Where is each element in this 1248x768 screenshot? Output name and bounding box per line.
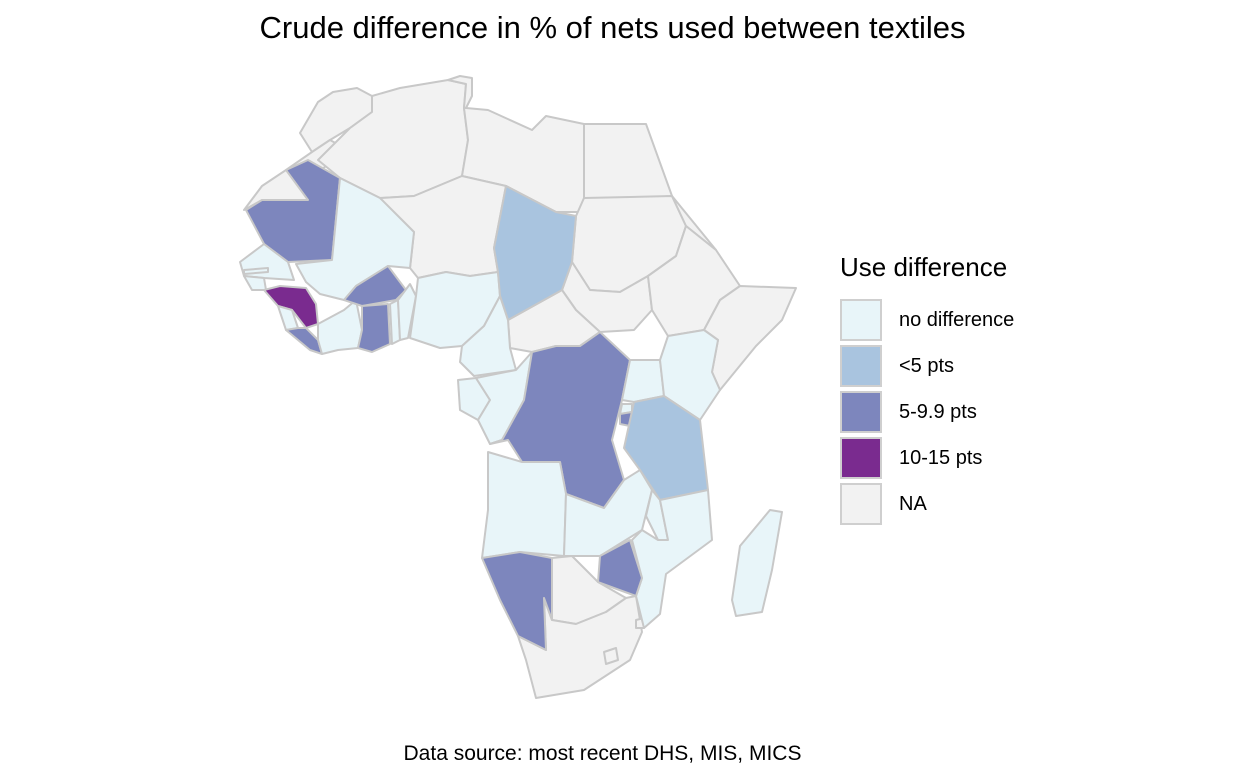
legend-label: 5-9.9 pts <box>899 400 977 423</box>
legend-item-no-difference: no difference <box>840 297 1014 343</box>
country-south-africa <box>517 595 643 699</box>
legend-item-5-9: 5-9.9 pts <box>840 389 1014 435</box>
legend-label: NA <box>899 492 927 515</box>
country-guinea-bissau <box>243 275 267 291</box>
map-title: Crude difference in % of nets used betwe… <box>259 10 966 45</box>
country-tunisia <box>447 75 473 109</box>
legend-swatch <box>840 391 882 433</box>
country-libya <box>461 107 585 213</box>
legend-item-lt5: <5 pts <box>840 343 1014 389</box>
country-gambia <box>243 267 269 275</box>
country-egypt <box>583 123 673 199</box>
legend-swatch <box>840 299 882 341</box>
country-lesotho <box>603 647 619 665</box>
legend: Use difference no difference <5 pts 5-9.… <box>840 252 1014 527</box>
legend-item-10-15: 10-15 pts <box>840 435 1014 481</box>
country-cote-divoire <box>317 299 363 355</box>
legend-title: Use difference <box>840 252 1008 282</box>
legend-label: <5 pts <box>899 354 955 377</box>
country-uganda <box>621 359 665 403</box>
legend-swatch <box>840 437 882 479</box>
country-angola <box>481 451 567 559</box>
country-namibia <box>481 551 553 651</box>
country-zimbabwe <box>597 539 643 597</box>
country-madagascar <box>731 509 783 617</box>
legend-swatch <box>840 483 882 525</box>
country-chad <box>493 185 577 321</box>
country-cameroon <box>459 295 517 377</box>
country-liberia <box>285 327 323 355</box>
country-ghana <box>357 303 391 353</box>
legend-item-na: NA <box>840 481 1014 527</box>
legend-label: no difference <box>899 308 1015 331</box>
legend-label: 10-15 pts <box>899 446 983 469</box>
legend-swatch <box>840 345 882 387</box>
data-source-caption: Data source: most recent DHS, MIS, MICS <box>403 742 802 765</box>
